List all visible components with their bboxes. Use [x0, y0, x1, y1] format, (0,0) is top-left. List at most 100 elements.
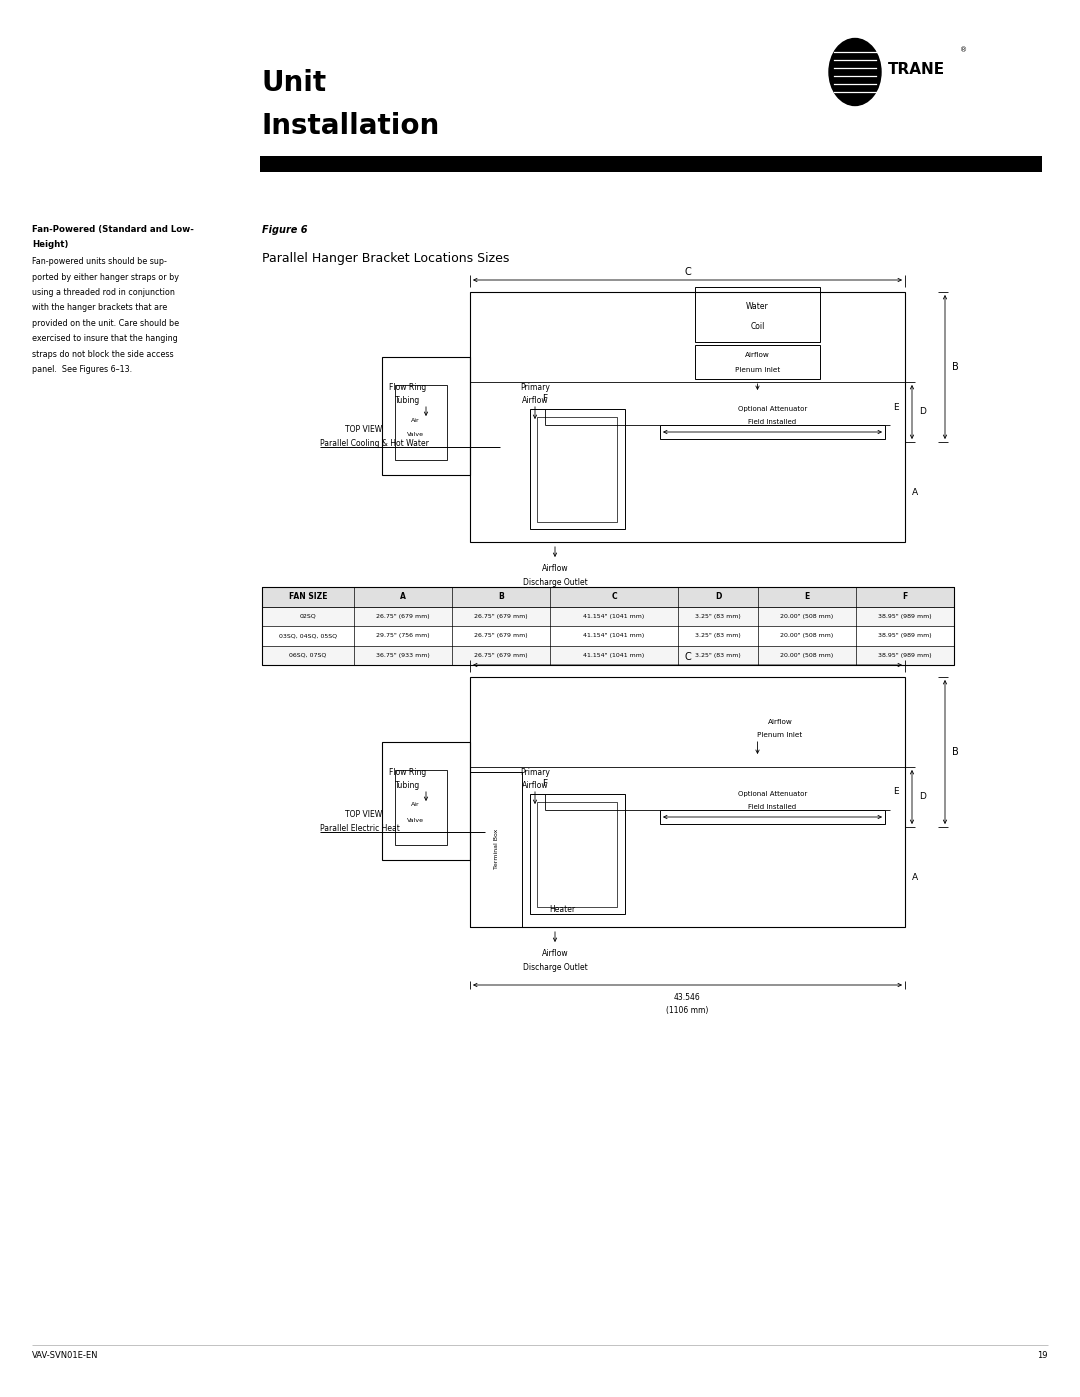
Bar: [660, 425, 885, 439]
Bar: [470, 678, 905, 928]
Text: Parallel Electric Heat: Parallel Electric Heat: [320, 823, 400, 833]
Text: 20.00" (508 mm): 20.00" (508 mm): [781, 613, 834, 619]
Text: A: A: [912, 488, 918, 496]
Text: VAV-SVN01E-EN: VAV-SVN01E-EN: [32, 1351, 98, 1359]
Text: Tubing: Tubing: [395, 395, 420, 405]
Text: exercised to insure that the hanging: exercised to insure that the hanging: [32, 334, 178, 344]
Text: Field Installed: Field Installed: [748, 419, 797, 425]
Text: panel.  See Figures 6–13.: panel. See Figures 6–13.: [32, 366, 132, 374]
Text: Air: Air: [410, 802, 419, 807]
Text: straps do not block the side access: straps do not block the side access: [32, 351, 174, 359]
Text: 26.75" (679 mm): 26.75" (679 mm): [474, 633, 528, 638]
Text: provided on the unit. Care should be: provided on the unit. Care should be: [32, 319, 179, 328]
Bar: [537, 416, 617, 522]
Text: Parallel Hanger Bracket Locations Sizes: Parallel Hanger Bracket Locations Sizes: [262, 251, 510, 265]
Text: Tubing: Tubing: [395, 781, 420, 789]
Text: E: E: [893, 402, 899, 412]
Text: 3.25" (83 mm): 3.25" (83 mm): [696, 633, 741, 638]
Text: Valve: Valve: [406, 433, 423, 437]
Text: TOP VIEW: TOP VIEW: [345, 809, 382, 819]
Bar: [382, 358, 470, 475]
Text: 41.154" (1041 mm): 41.154" (1041 mm): [583, 633, 645, 638]
Text: Airflow: Airflow: [745, 352, 770, 358]
Text: Primary: Primary: [521, 767, 550, 777]
Bar: [262, 587, 954, 665]
Text: E: E: [805, 592, 810, 601]
Text: A: A: [400, 592, 406, 601]
Text: F: F: [542, 780, 548, 788]
Text: 06SQ, 07SQ: 06SQ, 07SQ: [289, 652, 326, 658]
Text: Installation: Installation: [262, 112, 441, 140]
Text: Primary: Primary: [521, 383, 550, 391]
Text: 20.00" (508 mm): 20.00" (508 mm): [781, 652, 834, 658]
Text: C: C: [684, 267, 691, 277]
Text: (1106 mm): (1106 mm): [666, 1006, 708, 1016]
Text: 20.00" (508 mm): 20.00" (508 mm): [781, 633, 834, 638]
Text: Optional Attenuator: Optional Attenuator: [738, 407, 807, 412]
Text: A: A: [912, 873, 918, 882]
Text: Airflow: Airflow: [522, 781, 549, 789]
Text: F: F: [903, 592, 907, 601]
Text: Airflow: Airflow: [542, 564, 568, 573]
Text: Fan-Powered (Standard and Low-: Fan-Powered (Standard and Low-: [32, 225, 194, 235]
Text: 26.75" (679 mm): 26.75" (679 mm): [474, 652, 528, 658]
Text: D: D: [919, 408, 926, 416]
Ellipse shape: [829, 39, 881, 106]
Bar: [262, 587, 954, 606]
Bar: [470, 773, 522, 928]
Text: Coil: Coil: [751, 323, 765, 331]
Text: 3.25" (83 mm): 3.25" (83 mm): [696, 613, 741, 619]
Text: 41.154" (1041 mm): 41.154" (1041 mm): [583, 613, 645, 619]
Bar: [262, 626, 954, 645]
Text: Unit: Unit: [262, 68, 327, 96]
Text: B: B: [951, 747, 959, 757]
Text: D: D: [715, 592, 721, 601]
Text: B: B: [498, 592, 504, 601]
Text: Airflow: Airflow: [522, 395, 549, 405]
Text: Air: Air: [410, 418, 419, 422]
Text: FAN SIZE: FAN SIZE: [288, 592, 327, 601]
Text: D: D: [919, 792, 926, 802]
Text: E: E: [893, 788, 899, 796]
Text: Flow Ring: Flow Ring: [390, 767, 427, 777]
Bar: [537, 802, 617, 907]
Text: Field Installed: Field Installed: [748, 805, 797, 810]
Text: Flow Ring: Flow Ring: [390, 383, 427, 391]
Text: Parallel Cooling & Hot Water: Parallel Cooling & Hot Water: [320, 439, 429, 447]
Text: using a threaded rod in conjunction: using a threaded rod in conjunction: [32, 288, 175, 298]
Text: 19: 19: [1038, 1351, 1048, 1359]
Text: F: F: [542, 394, 548, 402]
Text: TRANE: TRANE: [888, 61, 945, 77]
Bar: [696, 345, 820, 379]
Text: Airflow: Airflow: [542, 949, 568, 958]
Bar: [382, 742, 470, 861]
Text: Terminal Box: Terminal Box: [494, 828, 499, 869]
Text: 02SQ: 02SQ: [299, 613, 316, 619]
Text: 29.75" (756 mm): 29.75" (756 mm): [376, 633, 430, 638]
Text: C: C: [684, 652, 691, 662]
Text: Airflow: Airflow: [768, 719, 793, 725]
Bar: [530, 409, 625, 529]
Text: Discharge Outlet: Discharge Outlet: [523, 578, 588, 587]
Text: 38.95" (989 mm): 38.95" (989 mm): [878, 613, 932, 619]
Text: ®: ®: [960, 47, 967, 53]
Bar: [530, 793, 625, 914]
Bar: [260, 156, 1042, 172]
Bar: [395, 386, 447, 460]
Text: with the hanger brackets that are: with the hanger brackets that are: [32, 303, 167, 313]
Bar: [470, 292, 905, 542]
Text: 43.546: 43.546: [674, 993, 701, 1002]
Text: Water: Water: [746, 302, 769, 310]
Text: 26.75" (679 mm): 26.75" (679 mm): [376, 613, 430, 619]
Text: Figure 6: Figure 6: [262, 225, 308, 235]
Text: B: B: [951, 362, 959, 372]
Text: Height): Height): [32, 240, 68, 249]
Text: 41.154" (1041 mm): 41.154" (1041 mm): [583, 652, 645, 658]
Text: Valve: Valve: [406, 817, 423, 823]
Bar: [696, 286, 820, 342]
Text: C: C: [611, 592, 617, 601]
Text: 36.75" (933 mm): 36.75" (933 mm): [376, 652, 430, 658]
Text: 03SQ, 04SQ, 05SQ: 03SQ, 04SQ, 05SQ: [279, 633, 337, 638]
Text: Fan-powered units should be sup-: Fan-powered units should be sup-: [32, 257, 167, 265]
Text: Discharge Outlet: Discharge Outlet: [523, 963, 588, 972]
